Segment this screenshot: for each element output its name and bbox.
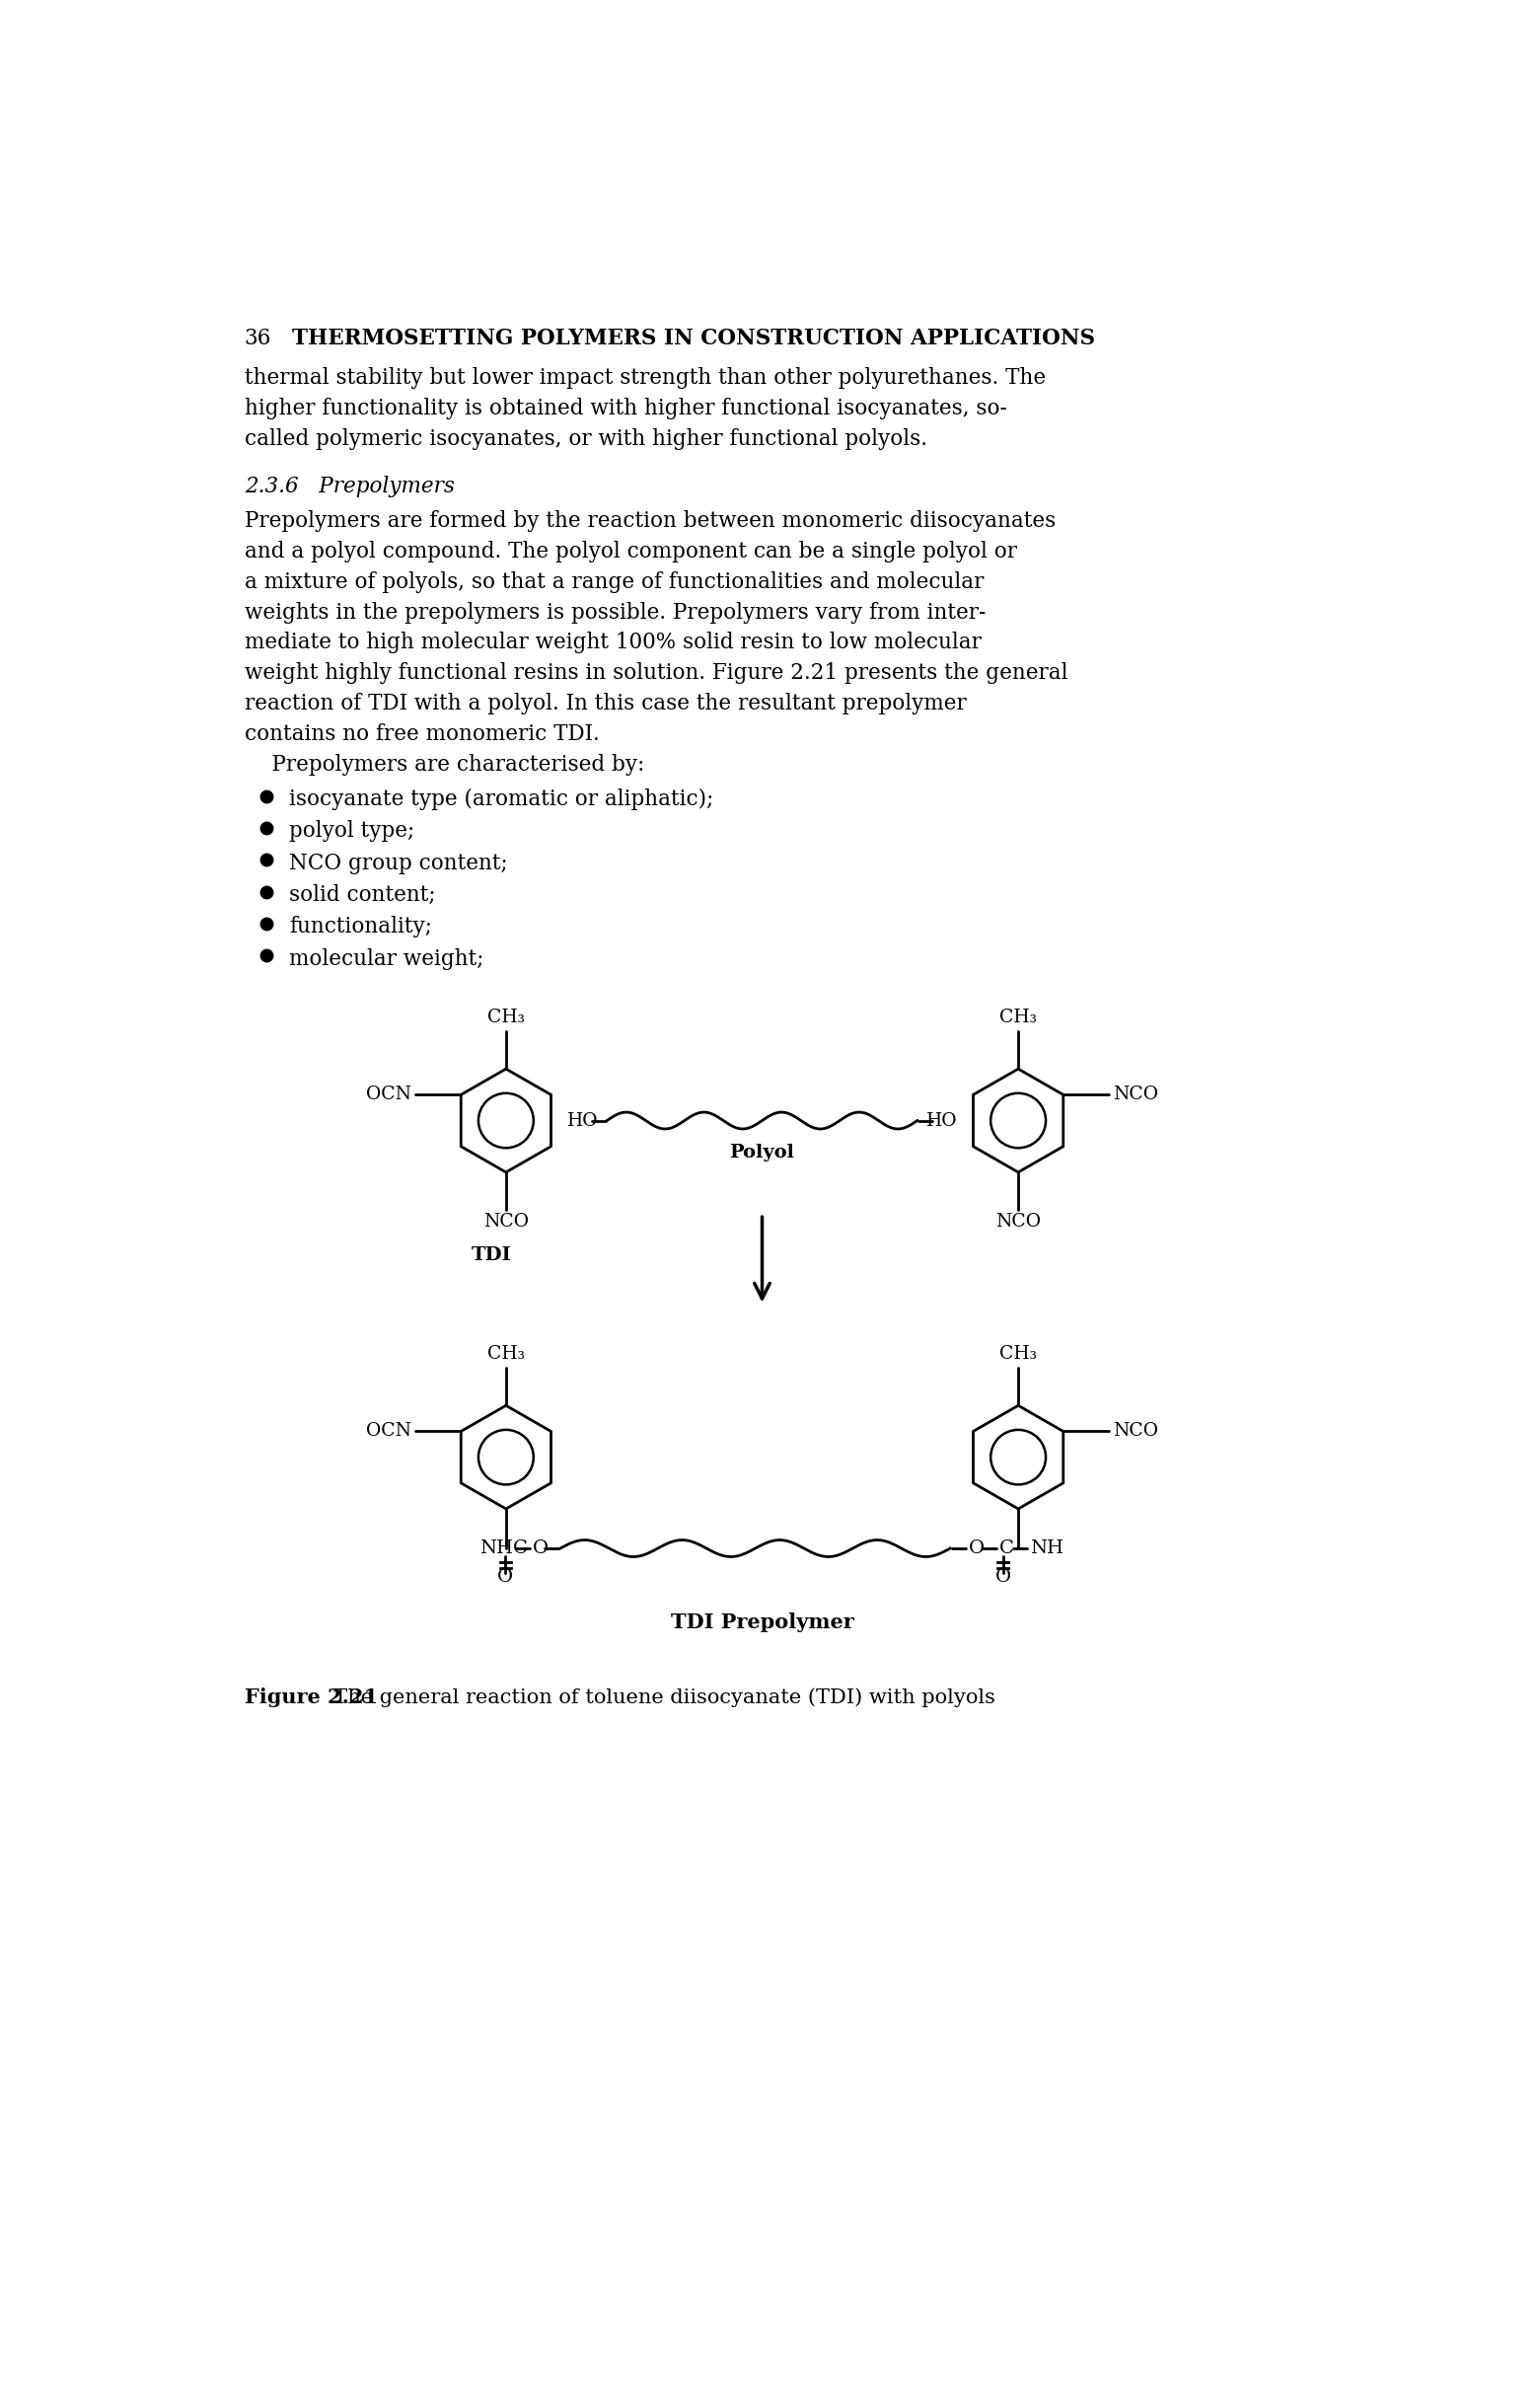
Text: and a polyol compound. The polyol component can be a single polyol or: and a polyol compound. The polyol compon… [245,542,1016,564]
Text: a mixture of polyols, so that a range of functionalities and molecular: a mixture of polyols, so that a range of… [245,571,984,592]
Text: functionality;: functionality; [290,916,431,938]
Text: higher functionality is obtained with higher functional isocyanates, so-: higher functionality is obtained with hi… [245,398,1007,420]
Text: contains no free monomeric TDI.: contains no free monomeric TDI. [245,724,599,746]
Text: mediate to high molecular weight 100% solid resin to low molecular: mediate to high molecular weight 100% so… [245,633,981,655]
Text: HO: HO [926,1113,956,1129]
Text: OCN: OCN [367,1086,411,1103]
Text: Polyol: Polyol [730,1144,795,1161]
Text: HO: HO [567,1113,598,1129]
Text: 36: 36 [245,326,271,350]
Text: CH₃: CH₃ [487,1010,525,1026]
Text: CH₃: CH₃ [999,1010,1036,1026]
Text: thermal stability but lower impact strength than other polyurethanes. The: thermal stability but lower impact stren… [245,367,1046,388]
Text: O: O [497,1568,513,1585]
Text: C: C [999,1540,1013,1556]
Text: The general reaction of toluene diisocyanate (TDI) with polyols: The general reaction of toluene diisocya… [320,1688,996,1707]
Text: Figure 2.21: Figure 2.21 [245,1688,377,1707]
Text: isocyanate type (aromatic or aliphatic);: isocyanate type (aromatic or aliphatic); [290,789,713,811]
Text: O: O [533,1540,548,1556]
Text: weights in the prepolymers is possible. Prepolymers vary from inter-: weights in the prepolymers is possible. … [245,602,986,623]
Text: NH: NH [1030,1540,1063,1556]
Text: O: O [969,1540,984,1556]
Text: OCN: OCN [367,1422,411,1441]
Text: solid content;: solid content; [290,885,436,906]
Text: Prepolymers are formed by the reaction between monomeric diisocyanates: Prepolymers are formed by the reaction b… [245,511,1056,532]
Text: 2.3.6   Prepolymers: 2.3.6 Prepolymers [245,475,454,496]
Text: NCO: NCO [1113,1422,1158,1441]
Text: TDI: TDI [471,1247,511,1264]
Text: called polymeric isocyanates, or with higher functional polyols.: called polymeric isocyanates, or with hi… [245,429,927,451]
Text: NCO: NCO [1113,1086,1158,1103]
Text: NCO: NCO [484,1213,528,1230]
Text: molecular weight;: molecular weight; [290,947,484,969]
Text: NCO: NCO [995,1213,1041,1230]
Text: weight highly functional resins in solution. Figure 2.21 presents the general: weight highly functional resins in solut… [245,662,1067,683]
Text: THERMOSETTING POLYMERS IN CONSTRUCTION APPLICATIONS: THERMOSETTING POLYMERS IN CONSTRUCTION A… [293,326,1095,350]
Text: NCO group content;: NCO group content; [290,851,508,873]
Text: TDI Prepolymer: TDI Prepolymer [670,1614,853,1633]
Text: CH₃: CH₃ [487,1345,525,1362]
Text: polyol type;: polyol type; [290,820,414,842]
Text: Prepolymers are characterised by:: Prepolymers are characterised by: [245,753,644,775]
Text: reaction of TDI with a polyol. In this case the resultant prepolymer: reaction of TDI with a polyol. In this c… [245,693,967,715]
Text: NHC: NHC [479,1540,527,1556]
Text: O: O [995,1568,1010,1585]
Text: CH₃: CH₃ [999,1345,1036,1362]
